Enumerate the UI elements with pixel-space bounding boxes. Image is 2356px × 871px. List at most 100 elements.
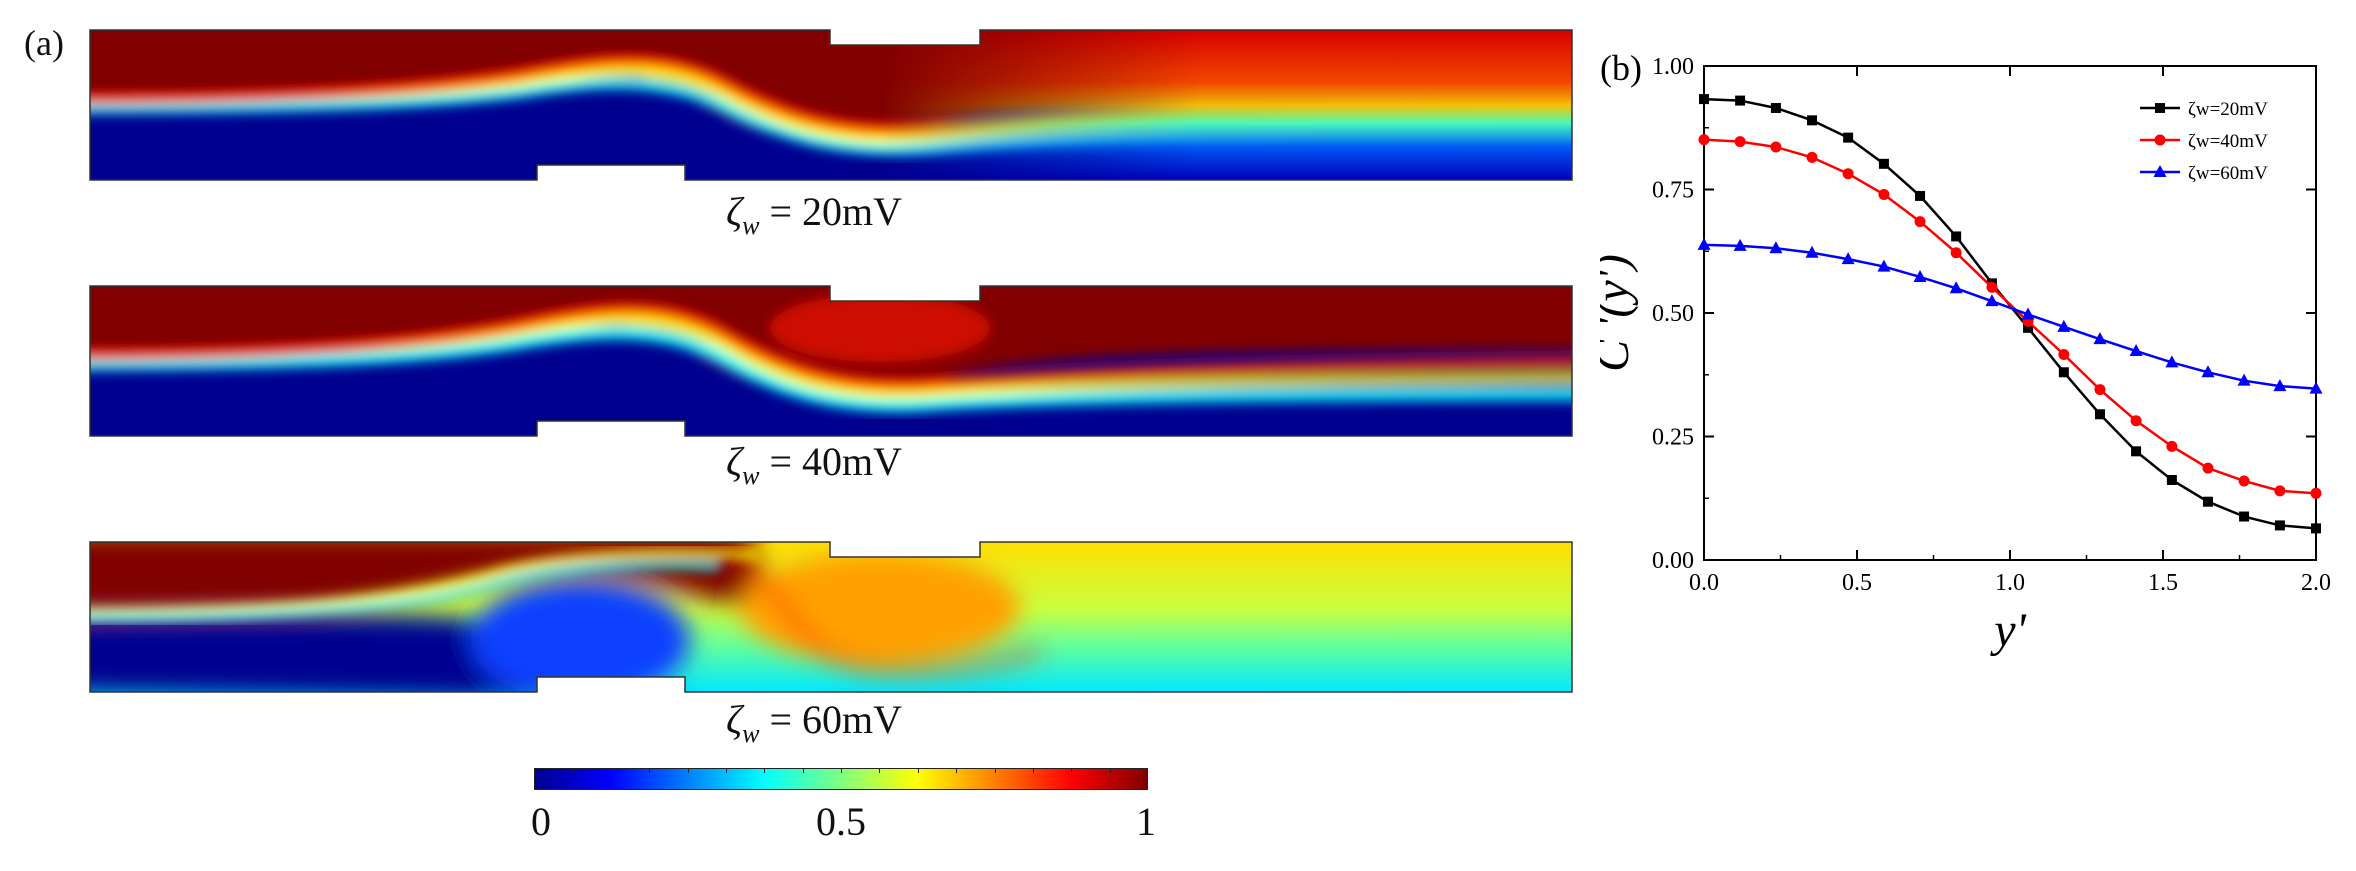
colorbar-tick	[572, 768, 574, 773]
data-point	[2311, 523, 2321, 534]
zeta-label-2: ζw = 40mV	[604, 438, 1024, 491]
panel-b-label: (b)	[1600, 48, 1642, 88]
data-point	[1877, 259, 1891, 272]
zeta-symbol: ζ	[725, 439, 743, 484]
colorbar-label-min: 0	[531, 799, 551, 844]
zeta-label-1: ζw = 20mV	[604, 188, 1024, 241]
data-point	[2058, 367, 2069, 378]
data-point	[2093, 332, 2107, 345]
zeta-equals: =	[759, 697, 803, 742]
data-point	[1733, 238, 1747, 251]
data-point	[1734, 136, 1746, 148]
zeta-equals: =	[759, 439, 803, 484]
data-point	[2021, 307, 2035, 320]
data-point	[2165, 355, 2179, 368]
legend-marker	[2153, 165, 2167, 177]
data-point	[1735, 95, 1746, 106]
data-point	[1950, 247, 1962, 259]
contour-panel-3	[90, 542, 1572, 692]
zeta-value: 60mV	[802, 697, 903, 742]
colorbar-tick	[879, 768, 881, 773]
colorbar-fill	[534, 768, 1148, 790]
zeta-subscript: w	[742, 211, 760, 240]
data-point	[1699, 94, 1709, 105]
zeta-symbol: ζ	[725, 697, 743, 742]
x-tick-label: 0.0	[1689, 570, 1719, 596]
legend-label: ζw=40mV	[2188, 131, 2268, 152]
data-point	[2023, 322, 2034, 333]
zeta-subscript: w	[742, 719, 760, 748]
y-tick-label: 0.00	[1652, 548, 1694, 574]
y-tick-label: 0.50	[1652, 301, 1694, 327]
line-chart: (b) 0.0 0.5 1.0 1.5 2.0 0.00 0.25 0.50 0.75 1.00 y'…	[1600, 48, 2331, 657]
data-point	[2166, 474, 2177, 485]
contour-plots	[89, 29, 1573, 790]
data-point	[2057, 319, 2071, 332]
colorbar-tick	[802, 768, 804, 773]
colorbar-tick	[1032, 768, 1034, 773]
data-point	[2239, 511, 2250, 522]
data-point	[1805, 245, 1819, 258]
data-point	[1770, 141, 1782, 153]
colorbar-label-max: 1	[1136, 799, 1156, 844]
data-point	[1986, 281, 1998, 293]
y-tick-label: 0.25	[1652, 425, 1694, 451]
x-tick-label: 1.0	[1995, 570, 2025, 596]
data-point	[1841, 252, 1855, 265]
data-point	[2094, 409, 2105, 420]
data-point	[2309, 381, 2323, 394]
data-point	[2274, 485, 2286, 497]
series-line-3	[1703, 243, 2317, 390]
colorbar-tick	[764, 768, 766, 773]
data-point	[2129, 344, 2143, 357]
colorbar-tick	[649, 768, 651, 773]
data-point	[1915, 190, 1926, 201]
data-point	[2202, 496, 2213, 507]
colorbar-tick	[917, 768, 919, 773]
colorbar-tick	[1109, 768, 1111, 773]
data-point	[2310, 487, 2322, 499]
data-point	[2094, 384, 2106, 396]
legend-marker	[2155, 103, 2165, 113]
data-point	[1770, 102, 1781, 113]
legend-label: ζw=20mV	[2188, 99, 2268, 120]
data-point	[2238, 475, 2250, 487]
zeta-value: 40mV	[802, 439, 903, 484]
x-tick-label: 0.5	[1842, 570, 1872, 596]
data-point	[1949, 281, 1963, 294]
zeta-value: 20mV	[802, 189, 903, 234]
colorbar-label-mid: 0.5	[816, 799, 866, 844]
colorbar-tick	[956, 768, 958, 773]
data-point	[1985, 294, 1999, 307]
zeta-subscript: w	[742, 461, 760, 490]
panel-a-label: (a)	[24, 23, 64, 63]
legend-marker	[2154, 134, 2166, 146]
contour-panel-2	[90, 286, 1572, 436]
colorbar-tick	[610, 768, 612, 773]
colorbar-tick	[725, 768, 727, 773]
zeta-equals: =	[759, 189, 803, 234]
contour-panel-1	[90, 30, 1572, 180]
data-point	[1914, 216, 1926, 228]
data-point	[1878, 188, 1890, 200]
data-point	[2237, 373, 2251, 386]
data-point	[2201, 365, 2215, 378]
data-point	[1913, 269, 1927, 282]
zeta-label-3: ζw = 60mV	[604, 696, 1024, 749]
colorbar-tick	[994, 768, 996, 773]
data-point	[1698, 134, 1710, 146]
colorbar-tick	[841, 768, 842, 773]
data-point	[1769, 241, 1783, 254]
data-point	[1697, 237, 1711, 250]
series-line-2	[1703, 138, 2317, 495]
data-point	[2131, 446, 2142, 457]
data-point	[1843, 132, 1854, 143]
data-point	[2166, 440, 2178, 452]
x-tick-label: 2.0	[2301, 570, 2331, 596]
y-tick-label: 1.00	[1652, 54, 1694, 80]
x-axis-label: y'	[1989, 604, 2026, 657]
data-point	[1842, 168, 1854, 180]
y-axis-label: C '(y')	[1600, 254, 1639, 372]
data-point	[1806, 151, 1818, 163]
data-point	[2202, 462, 2214, 474]
